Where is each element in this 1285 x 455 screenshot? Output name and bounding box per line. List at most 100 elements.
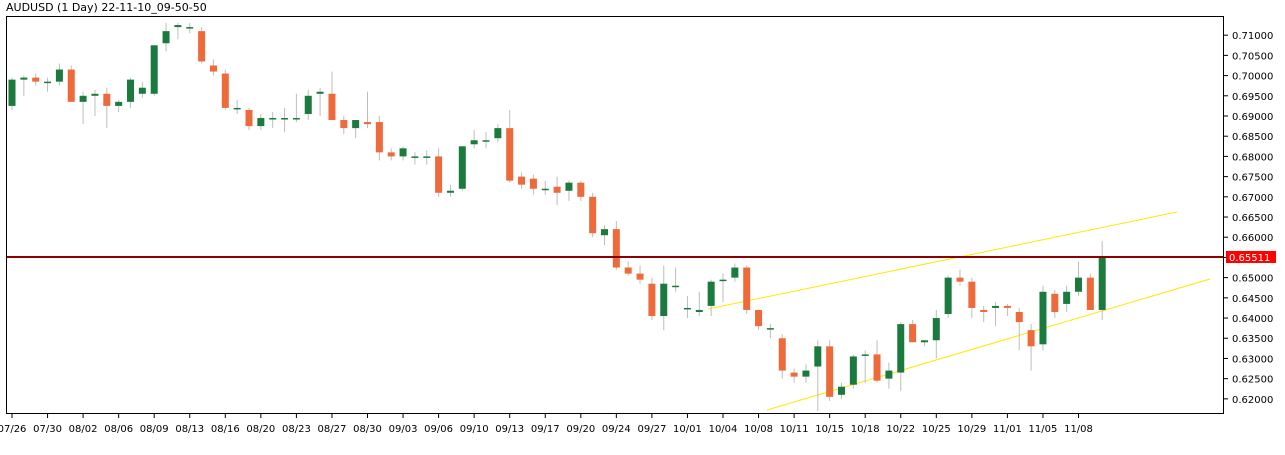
x-tick-label: 08/09: [140, 424, 169, 435]
candle: [364, 91, 371, 129]
y-tick-label: 0.65000: [1232, 274, 1273, 285]
bullish-candle-body: [174, 25, 182, 28]
candle: [458, 146, 466, 191]
candle: [672, 267, 680, 292]
x-tick-label: 10/11: [780, 424, 809, 435]
y-tick-label: 0.69500: [1232, 92, 1273, 103]
bearish-candle-body: [375, 122, 383, 153]
x-tick-label: 08/02: [69, 424, 98, 435]
y-tick-label: 0.71000: [1232, 31, 1273, 42]
x-tick-label: 10/18: [851, 424, 880, 435]
bearish-candle-body: [1015, 311, 1023, 323]
bearish-candle-body: [873, 354, 881, 381]
bullish-candle-body: [992, 305, 1000, 308]
candle: [233, 99, 241, 114]
bearish-candle-body: [32, 77, 40, 82]
candle: [541, 180, 549, 195]
x-tick-label: 10/29: [957, 424, 986, 435]
candle: [245, 107, 253, 131]
candle: [873, 340, 881, 383]
candle: [743, 265, 751, 314]
candle: [956, 269, 964, 286]
bearish-candle-body: [364, 122, 371, 125]
candle: [411, 152, 419, 165]
bearish-candle-body: [826, 346, 834, 397]
candle: [269, 111, 277, 129]
x-tick-label: 08/20: [246, 424, 275, 435]
bullish-candle-body: [897, 324, 905, 373]
bullish-candle-body: [470, 140, 478, 145]
x-tick-label: 10/15: [815, 424, 844, 435]
bullish-candle-body: [44, 81, 52, 84]
bearish-candle-body: [198, 31, 206, 62]
candle: [340, 116, 348, 135]
candle: [399, 146, 407, 161]
candle: [67, 65, 75, 102]
bullish-candle-body: [352, 120, 360, 129]
bullish-candle-body: [695, 309, 703, 312]
bullish-candle-body: [1075, 277, 1082, 292]
x-tick-label: 10/01: [673, 424, 702, 435]
candle: [423, 150, 431, 165]
candle: [127, 77, 134, 108]
bullish-candle-body: [8, 79, 16, 106]
bearish-candle-body: [1027, 330, 1035, 347]
bearish-candle-body: [245, 109, 253, 127]
candle: [1039, 285, 1047, 351]
bullish-candle-body: [257, 118, 265, 127]
candle: [257, 113, 265, 131]
bullish-candle-body: [446, 190, 454, 193]
candle: [968, 277, 976, 319]
x-tick-label: 09/03: [389, 424, 418, 435]
candle: [482, 132, 490, 149]
candle: [470, 130, 478, 149]
candle: [624, 261, 632, 276]
bullish-candle-body: [849, 356, 857, 385]
bearish-candle-body: [387, 152, 395, 157]
bearish-candle-body: [103, 93, 111, 106]
bearish-candle-body: [518, 176, 526, 185]
bullish-candle-body: [186, 27, 194, 29]
bearish-candle-body: [1003, 305, 1011, 308]
candle: [8, 77, 16, 110]
candle: [766, 324, 774, 339]
candle: [186, 23, 194, 34]
candle: [553, 176, 561, 205]
bullish-candle-body: [932, 318, 940, 341]
candle: [1075, 261, 1082, 296]
x-tick-label: 08/16: [211, 424, 240, 435]
candle: [55, 63, 63, 86]
candle: [162, 23, 170, 52]
bullish-candle-body: [1039, 291, 1047, 345]
candle: [790, 368, 798, 383]
bearish-candle-body: [221, 73, 229, 108]
bullish-candle-body: [838, 386, 845, 395]
y-tick-label: 0.63500: [1232, 334, 1273, 345]
bullish-candle-body: [1098, 257, 1106, 310]
candle: [304, 89, 312, 121]
x-tick-label: 10/04: [709, 424, 738, 435]
current-price-label: 0.65511: [1229, 253, 1270, 264]
x-tick-label: 08/27: [318, 424, 347, 435]
bearish-candle-body: [956, 277, 964, 282]
bullish-candle-body: [541, 188, 549, 191]
candle: [1003, 303, 1011, 317]
bullish-candle-body: [411, 156, 419, 158]
x-tick-label: 10/22: [886, 424, 915, 435]
candle: [292, 93, 300, 123]
candle: [518, 172, 526, 189]
plot-frame: [6, 16, 1224, 414]
candle: [565, 180, 573, 201]
bullish-candle-body: [707, 281, 715, 306]
candle: [352, 120, 360, 139]
bearish-candle-body: [529, 178, 537, 189]
y-tick-label: 0.66000: [1232, 233, 1273, 244]
x-tick-label: 09/24: [602, 424, 631, 435]
candle: [719, 273, 727, 302]
candle: [755, 309, 763, 331]
candle: [1015, 307, 1023, 351]
bearish-candle-body: [1086, 277, 1094, 310]
candle: [778, 334, 786, 379]
candle: [529, 174, 537, 195]
